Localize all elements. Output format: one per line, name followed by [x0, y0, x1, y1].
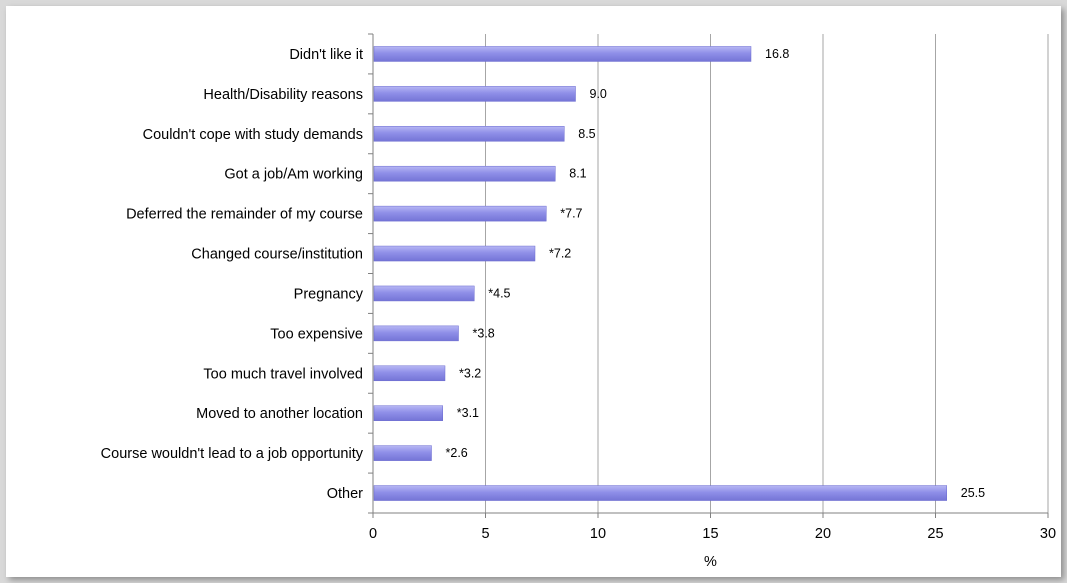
bar-chart: 0 5 10 15 20 25 30 Didn't like it 16.8 Health/Dis… [101, 33, 1056, 570]
data-label: *3.8 [473, 326, 495, 340]
x-tick-label: 0 [369, 526, 377, 542]
bars [373, 46, 947, 501]
category-label: Too expensive [270, 326, 363, 342]
x-tick-label: 30 [1040, 526, 1056, 542]
bar [373, 165, 556, 182]
bar [373, 205, 547, 222]
category-label: Got a job/Am working [224, 167, 363, 183]
category-label: Course wouldn't lead to a job opportunit… [101, 446, 364, 462]
bar [373, 365, 446, 382]
labels: 0 5 10 15 20 25 30 Didn't like it 16.8 Health/Dis… [101, 47, 1056, 542]
bar [373, 245, 536, 262]
category-label: Too much travel involved [203, 366, 363, 382]
category-label: Moved to another location [196, 406, 363, 422]
data-label: *3.2 [459, 366, 481, 380]
data-label: 8.1 [569, 167, 586, 181]
category-label: Changed course/institution [191, 247, 363, 263]
category-label: Pregnancy [294, 286, 364, 302]
data-label: *3.1 [457, 406, 479, 420]
gridlines [485, 34, 1049, 513]
x-tick-label: 25 [927, 526, 943, 542]
category-label: Deferred the remainder of my course [126, 207, 363, 223]
data-label: 16.8 [765, 47, 789, 61]
bar [373, 126, 565, 142]
data-label: 8.5 [578, 127, 595, 141]
x-tick-label: 20 [815, 526, 831, 542]
x-tick-label: 10 [590, 526, 606, 542]
axes [368, 33, 1049, 518]
bar [373, 46, 752, 62]
data-label: *7.2 [549, 247, 571, 261]
bar [373, 325, 459, 342]
data-label: 9.0 [590, 87, 607, 101]
bar [373, 405, 443, 421]
data-label: *4.5 [488, 286, 510, 300]
data-label: *2.6 [446, 446, 468, 460]
bar [373, 86, 576, 102]
category-label: Didn't like it [289, 47, 363, 63]
data-label: 25.5 [961, 486, 985, 500]
category-label: Health/Disability reasons [203, 87, 363, 103]
bar [373, 485, 947, 501]
x-axis-title: % [704, 554, 717, 570]
category-label: Couldn't cope with study demands [143, 127, 363, 143]
category-label: Other [327, 486, 363, 502]
x-tick-label: 15 [702, 526, 718, 542]
data-label: *7.7 [560, 207, 582, 221]
bar [373, 445, 432, 461]
bar [373, 285, 475, 302]
x-tick-label: 5 [481, 526, 489, 542]
chart-frame: 0 5 10 15 20 25 30 Didn't like it 16.8 Health/Dis… [6, 6, 1061, 577]
